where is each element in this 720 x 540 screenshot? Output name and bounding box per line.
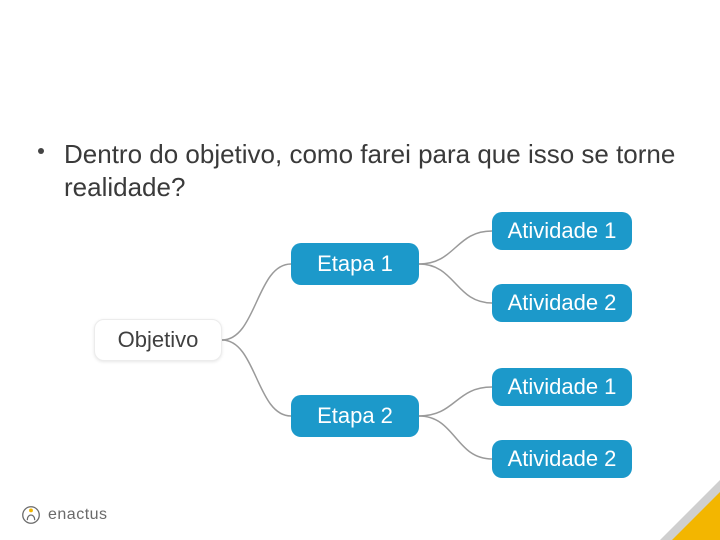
brand-logo: enactus — [20, 504, 108, 526]
slide-question: Dentro do objetivo, como farei para que … — [38, 138, 678, 203]
corner-accent-icon — [660, 480, 720, 540]
node-atividade-2-1: Atividade 1 — [492, 368, 632, 406]
logo-text: enactus — [48, 506, 108, 524]
logo-mark-icon — [20, 504, 42, 526]
node-atividade-1-2: Atividade 2 — [492, 284, 632, 322]
node-label: Etapa 2 — [317, 405, 393, 427]
question-text: Dentro do objetivo, como farei para que … — [64, 138, 678, 203]
node-etapa-2: Etapa 2 — [291, 395, 419, 437]
node-objetivo: Objetivo — [94, 319, 222, 361]
node-label: Atividade 2 — [508, 292, 617, 314]
node-label: Atividade 2 — [508, 448, 617, 470]
node-label: Etapa 1 — [317, 253, 393, 275]
node-etapa-1: Etapa 1 — [291, 243, 419, 285]
node-label: Objetivo — [118, 329, 199, 351]
node-atividade-2-2: Atividade 2 — [492, 440, 632, 478]
node-atividade-1-1: Atividade 1 — [492, 212, 632, 250]
node-label: Atividade 1 — [508, 376, 617, 398]
node-label: Atividade 1 — [508, 220, 617, 242]
